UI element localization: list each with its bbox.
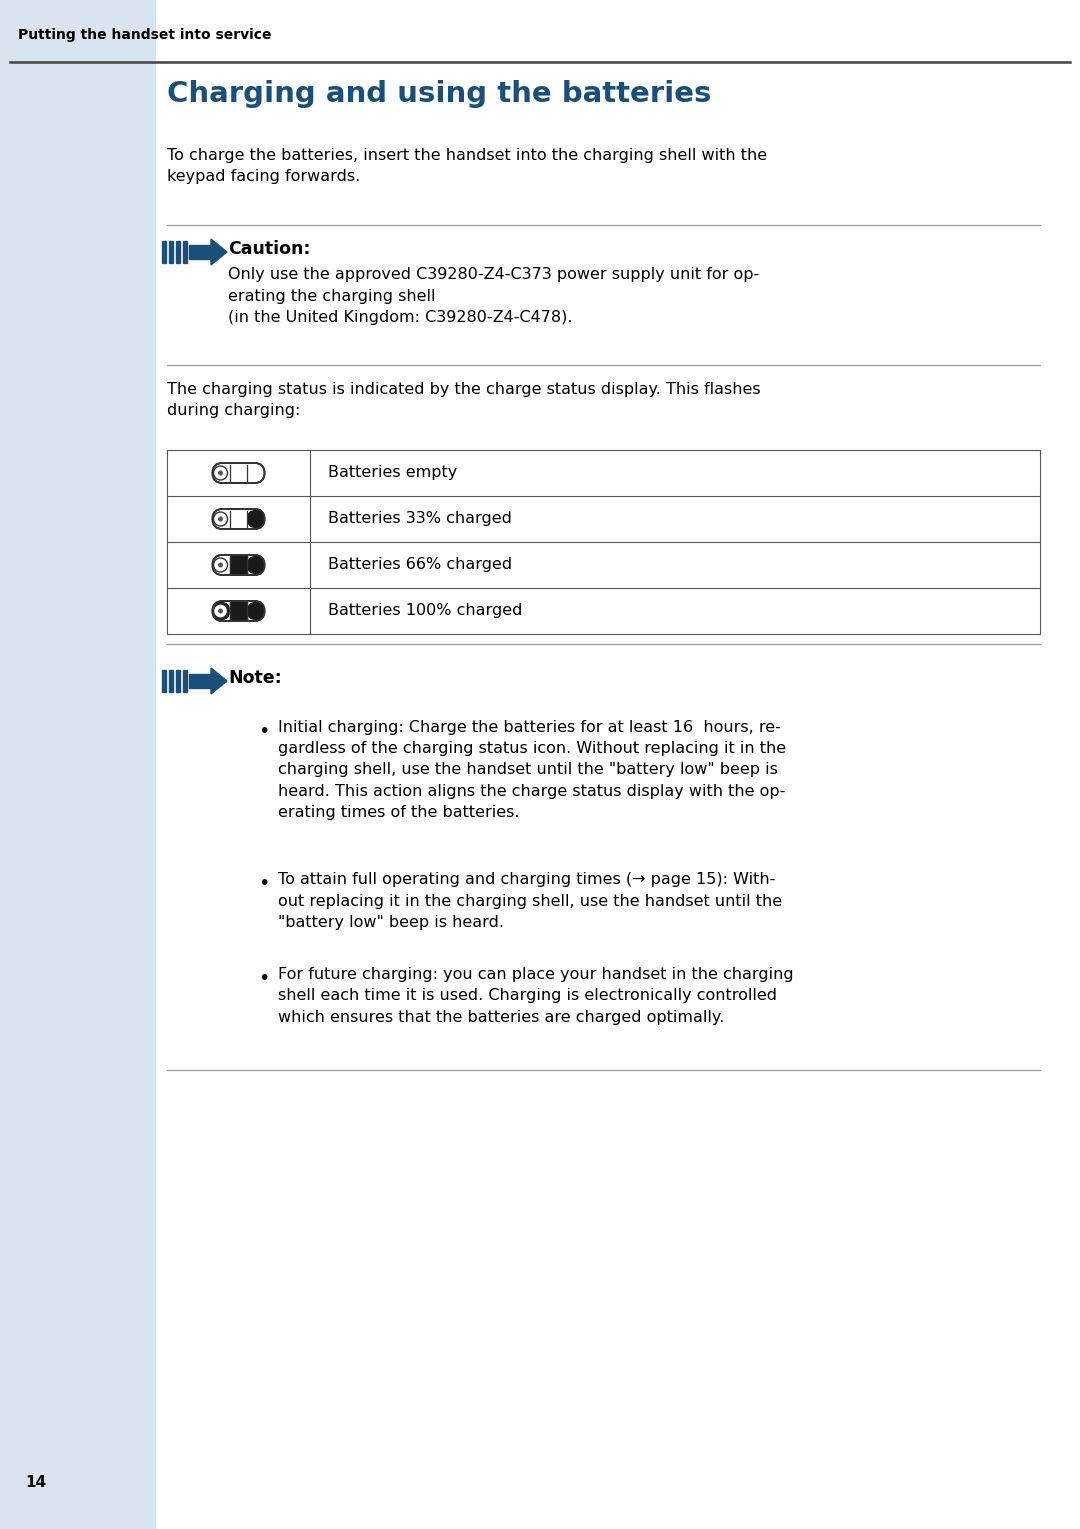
Circle shape [218, 563, 222, 567]
Bar [168, 242, 173, 263]
Polygon shape [211, 668, 227, 694]
FancyBboxPatch shape [247, 602, 265, 619]
Bar [162, 670, 166, 693]
Text: Initial charging: Charge the batteries for at least 16  hours, re-
gardless of t: Initial charging: Charge the batteries f… [278, 720, 786, 820]
Text: •: • [258, 875, 269, 893]
Bar [183, 242, 187, 263]
Text: Charging and using the batteries: Charging and using the batteries [167, 80, 712, 109]
Circle shape [214, 558, 228, 572]
Text: Caution:: Caution: [228, 240, 311, 258]
Text: Batteries 100% charged: Batteries 100% charged [328, 604, 523, 619]
Text: Note:: Note: [228, 670, 282, 687]
Circle shape [214, 604, 228, 618]
Bar [0, 0, 156, 1529]
Text: To attain full operating and charging times (→ page 15): With-
out replacing it : To attain full operating and charging ti… [278, 873, 782, 930]
Bar [189, 245, 211, 258]
Circle shape [214, 512, 228, 526]
Circle shape [214, 466, 228, 480]
Text: Only use the approved C39280-Z4-C373 power supply unit for op-
erating the charg: Only use the approved C39280-Z4-C373 pow… [228, 268, 759, 326]
Bar [162, 242, 166, 263]
Bar [183, 670, 187, 693]
FancyBboxPatch shape [213, 463, 265, 483]
Circle shape [218, 517, 222, 521]
Bar [230, 602, 247, 619]
Bar [189, 674, 211, 688]
FancyBboxPatch shape [247, 511, 265, 528]
FancyBboxPatch shape [213, 601, 265, 621]
Bar [176, 242, 180, 263]
Text: •: • [258, 969, 269, 988]
FancyBboxPatch shape [247, 557, 265, 573]
Text: The charging status is indicated by the charge status display. This flashes
duri: The charging status is indicated by the … [167, 382, 760, 417]
FancyBboxPatch shape [213, 509, 265, 529]
Text: Batteries 66% charged: Batteries 66% charged [328, 558, 512, 572]
Text: Batteries 33% charged: Batteries 33% charged [328, 512, 512, 526]
Text: For future charging: you can place your handset in the charging
shell each time : For future charging: you can place your … [278, 966, 794, 1024]
FancyBboxPatch shape [213, 602, 230, 619]
Bar [230, 557, 247, 573]
Bar [176, 670, 180, 693]
Text: Putting the handset into service: Putting the handset into service [18, 28, 271, 41]
Circle shape [218, 471, 222, 476]
Text: Batteries empty: Batteries empty [328, 465, 457, 480]
Text: 14: 14 [25, 1475, 46, 1489]
Polygon shape [211, 239, 227, 265]
Text: To charge the batteries, insert the handset into the charging shell with the
key: To charge the batteries, insert the hand… [167, 148, 767, 183]
Text: •: • [258, 722, 269, 742]
Bar [168, 670, 173, 693]
Circle shape [218, 609, 222, 613]
FancyBboxPatch shape [213, 555, 265, 575]
